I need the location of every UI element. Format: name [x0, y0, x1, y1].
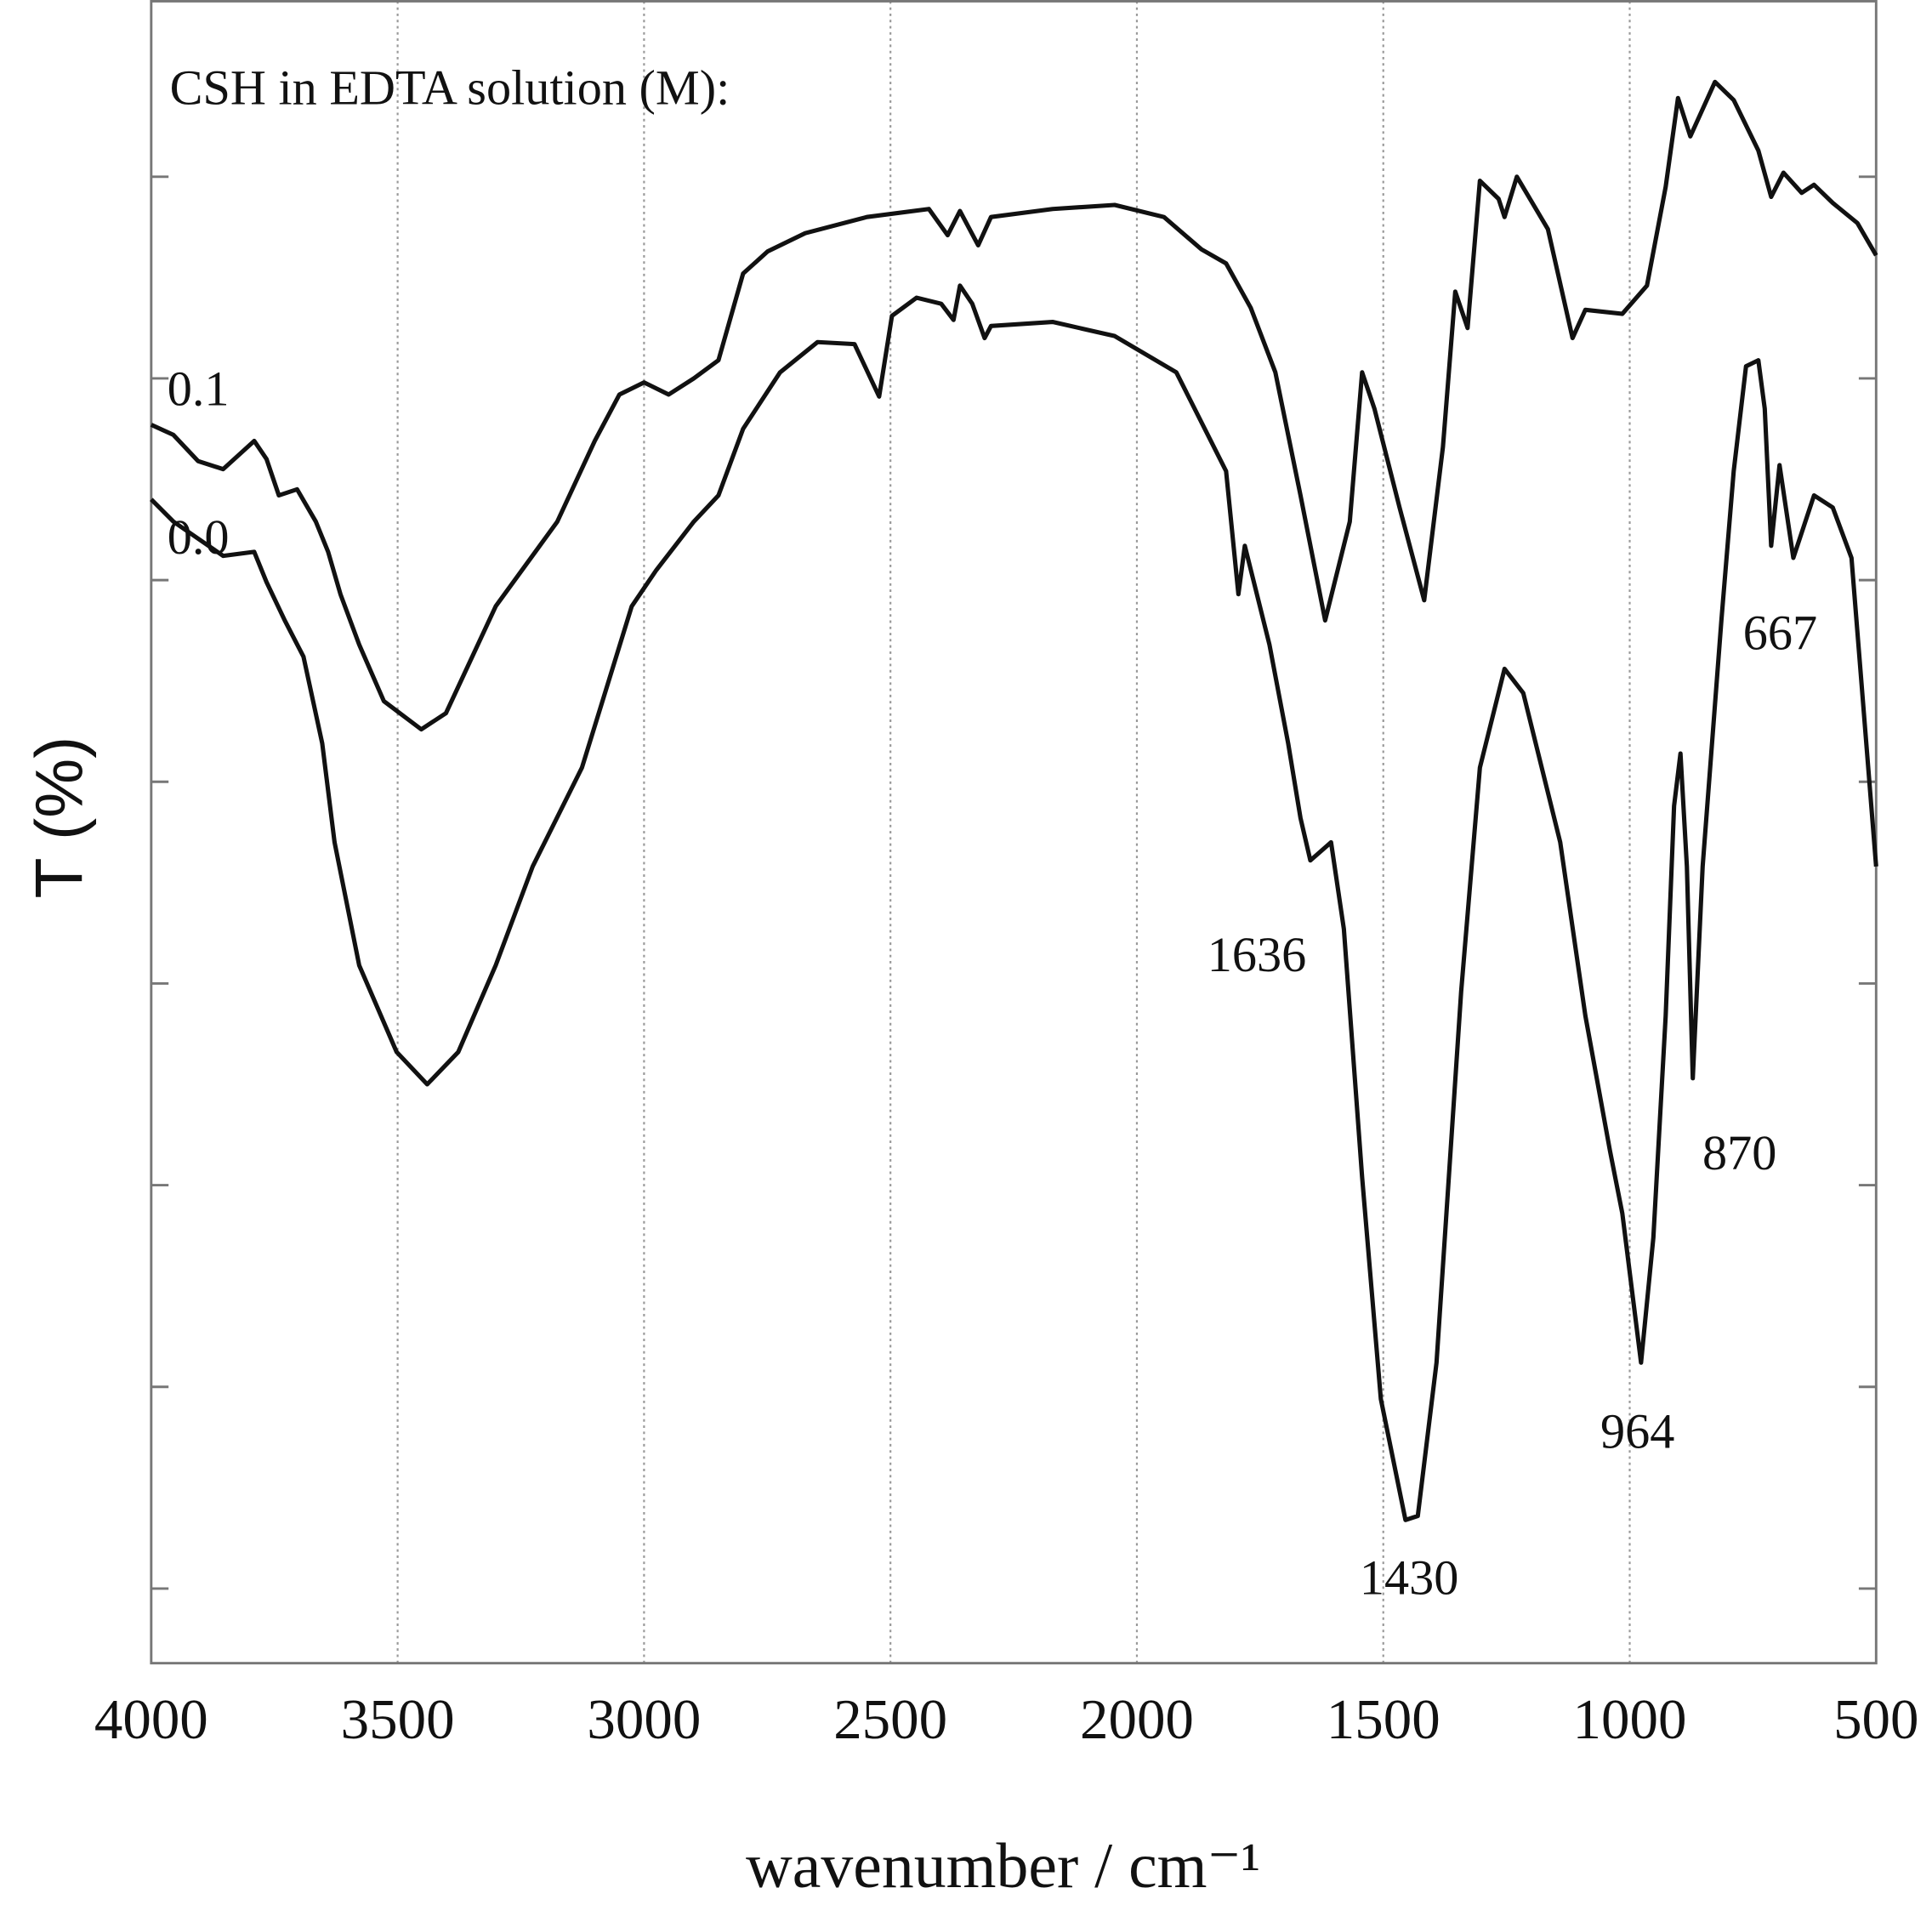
x-axis-label: wavenumber / cm⁻¹ — [746, 1831, 1260, 1902]
grid — [396, 1, 1631, 1663]
series-label: 0.0 — [168, 509, 230, 565]
peak-annotation: 870 — [1702, 1125, 1776, 1180]
x-tick-label: 2500 — [833, 1688, 947, 1751]
chart-title: CSH in EDTA solution (M): — [170, 60, 730, 116]
x-tick-label: 1500 — [1327, 1688, 1440, 1751]
x-tick-label: 1000 — [1573, 1688, 1687, 1751]
series-label: 0.1 — [168, 361, 230, 416]
peak-annotation: 964 — [1600, 1404, 1674, 1459]
peak-annotation: 1636 — [1208, 927, 1306, 982]
x-tick-label: 3000 — [587, 1688, 701, 1751]
y-axis-label: T (%) — [22, 736, 97, 899]
spectrum-line — [150, 283, 1878, 1522]
spectrum-line — [150, 79, 1878, 732]
x-tick-label: 2000 — [1080, 1688, 1194, 1751]
peak-annotation: 667 — [1743, 605, 1817, 660]
plot-frame — [150, 0, 1878, 1665]
x-tick-label: 3500 — [341, 1688, 455, 1751]
peak-annotation: 1430 — [1360, 1550, 1458, 1605]
x-tick-label: 4000 — [94, 1688, 208, 1751]
x-tick-label: 500 — [1833, 1688, 1918, 1751]
